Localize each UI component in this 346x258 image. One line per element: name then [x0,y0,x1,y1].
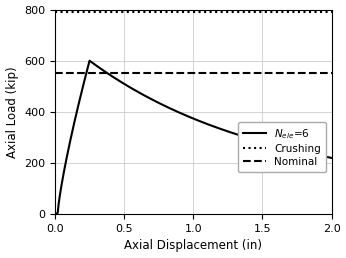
Legend: $N_{ele}$=6, Crushing, Nominal: $N_{ele}$=6, Crushing, Nominal [238,122,326,172]
Line: $N_{ele}$=6: $N_{ele}$=6 [55,61,331,214]
$N_{ele}$=6 [329,156,334,159]
$N_{ele}$=6 [206,123,210,126]
Y-axis label: Axial Load (kip): Axial Load (kip) [6,66,19,158]
$N_{ele}$=6 [83,78,87,81]
$N_{ele}$=6 [251,138,255,141]
$N_{ele}$=6 [258,140,262,143]
Crushing [53,11,57,14]
Nominal [191,72,195,75]
$N_{ele}$=6 [88,59,92,62]
X-axis label: Axial Displacement (in): Axial Displacement (in) [124,239,262,252]
Crushing [191,11,195,14]
$N_{ele}$=6 [53,213,57,216]
$N_{ele}$=6 [193,118,197,121]
$N_{ele}$=6 [160,103,164,106]
Nominal [53,72,57,75]
